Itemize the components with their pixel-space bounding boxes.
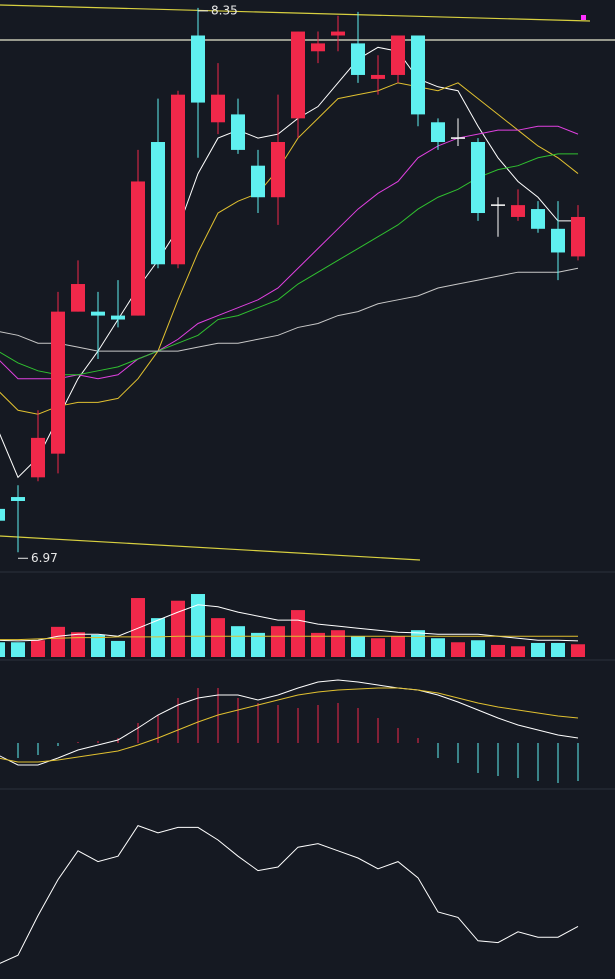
volume-bar: [351, 636, 365, 657]
candle-body: [431, 122, 445, 143]
indicator-line: [0, 824, 579, 964]
volume-bar: [211, 618, 225, 657]
candle-body: [391, 35, 405, 75]
candle-body: [511, 205, 525, 217]
indicator-line: [0, 82, 579, 415]
volume-bar: [311, 632, 325, 657]
candle-body: [211, 94, 225, 123]
volume-bar: [271, 626, 285, 657]
candle-body: [51, 311, 65, 454]
indicator-line: [0, 679, 579, 766]
volume-bar: [531, 642, 545, 657]
candle-body: [151, 142, 165, 265]
indicator-line: [0, 267, 579, 352]
volume-bar: [71, 632, 85, 657]
volume-bar: [331, 630, 345, 657]
candle-body: [131, 181, 145, 316]
candle-body: [531, 209, 545, 229]
plot: 8.35 6.97: [0, 3, 585, 964]
candle-body: [271, 142, 285, 198]
volume-bar: [0, 642, 5, 657]
volume-bar: [131, 598, 145, 657]
marker: [581, 15, 586, 20]
candle-body: [31, 437, 45, 478]
candle-body: [311, 43, 325, 52]
candle-body: [351, 43, 365, 75]
volume-bar: [291, 610, 305, 657]
candle-body: [331, 31, 345, 36]
price-annotation: 8.35: [211, 3, 238, 17]
candle-body: [291, 31, 305, 119]
volume-bar: [451, 642, 465, 657]
candle-body: [171, 94, 185, 265]
candle-body: [91, 311, 105, 316]
trend-line: [0, 535, 421, 561]
price-annotation: 6.97: [31, 551, 58, 565]
candle-body: [191, 35, 205, 103]
volume-bar: [391, 636, 405, 657]
candle-body: [71, 284, 85, 312]
trend-line: [0, 4, 591, 22]
volume-bar: [491, 644, 505, 657]
candle-body: [111, 315, 125, 320]
candle-body: [411, 35, 425, 115]
volume-bar: [171, 600, 185, 657]
indicator-line: [0, 687, 579, 763]
volume-bar: [151, 618, 165, 657]
volume-bar: [571, 644, 585, 657]
volume-bar: [111, 640, 125, 657]
volume-bar: [411, 630, 425, 657]
indicator-line: [0, 604, 579, 642]
volume-bar: [191, 594, 205, 657]
candle-body: [0, 508, 5, 521]
indicator-line: [0, 635, 578, 641]
candle-body: [551, 228, 565, 253]
candle-body: [231, 114, 245, 150]
volume-bar: [91, 634, 105, 657]
candle-body: [251, 165, 265, 198]
candle-body: [371, 74, 385, 79]
volume-bar: [551, 642, 565, 657]
volume-bar: [11, 642, 25, 657]
indicator-line: [0, 46, 578, 479]
candle-body: [11, 497, 25, 501]
volume-bar: [471, 640, 485, 657]
volume-bar: [511, 646, 525, 657]
volume-bar: [371, 638, 385, 657]
volume-bar: [51, 626, 65, 657]
volume-bar: [431, 638, 445, 657]
volume-bar: [31, 640, 45, 657]
candle-body: [471, 142, 485, 214]
volume-bar: [231, 626, 245, 657]
volume-bar: [251, 632, 265, 657]
indicator-line: [0, 125, 579, 380]
candle-body: [571, 216, 585, 257]
